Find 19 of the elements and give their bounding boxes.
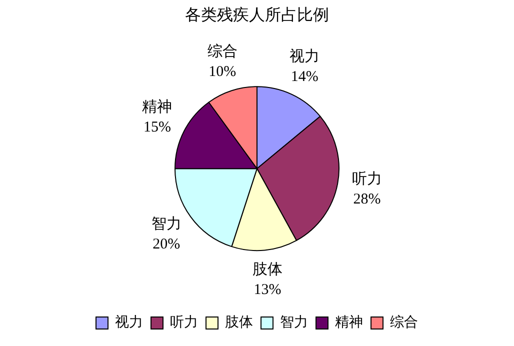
slice-label: 视力 [290, 48, 320, 66]
data-label: 10% [208, 64, 236, 80]
slice-label: 智力 [151, 215, 182, 232]
slice-label: 肢体 [252, 261, 283, 278]
legend-label: 综合 [390, 314, 418, 331]
data-label: 28% [353, 192, 381, 208]
data-label: 15% [143, 120, 171, 136]
legend-label: 视力 [115, 314, 143, 331]
slice-label: 综合 [207, 43, 238, 60]
legend-label: 智力 [280, 314, 308, 331]
slice-label: 听力 [352, 170, 382, 188]
legend-label: 听力 [170, 314, 198, 331]
chart-title: 各类残疾人所占比例 [185, 6, 329, 24]
legend-label: 肢体 [225, 314, 253, 331]
slice-label: 精神 [142, 98, 172, 116]
data-label: 14% [290, 69, 318, 86]
data-label: 13% [254, 282, 282, 298]
legend-label: 精神 [335, 314, 363, 331]
data-label: 20% [152, 236, 180, 252]
